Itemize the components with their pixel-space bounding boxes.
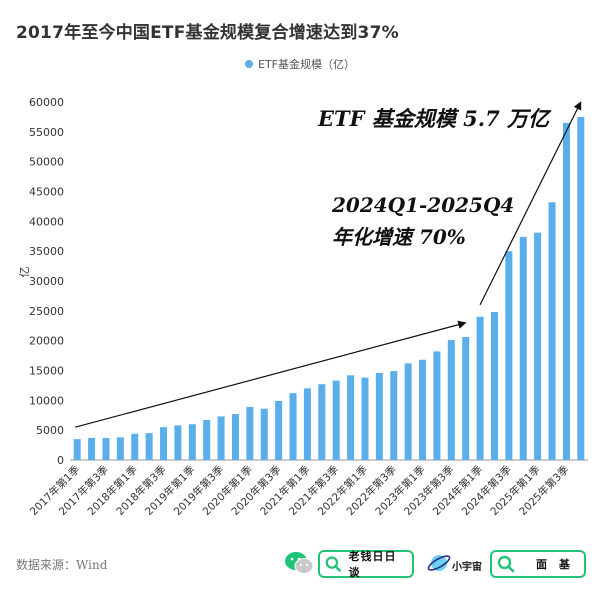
legend-label: ETF基金规模（亿） [258,58,355,71]
bar [505,251,513,460]
x-tick-label: 2021年第3季 [286,463,341,518]
x-tick-label: 2025年第3季 [516,463,571,518]
y-tick-label: 25000 [29,305,64,318]
x-tick-label: 2021年第1季 [257,463,312,518]
search-icon [497,555,515,573]
x-tick-label: 2017年第1季 [27,463,82,518]
trend-arrows [75,101,582,428]
bar [260,408,268,460]
bar [188,424,196,460]
bar [476,316,484,460]
bar [562,122,570,460]
bar [116,437,124,460]
badge-mianji-text: 面 基 [536,558,574,571]
bar [447,340,455,460]
x-tick-label: 2017年第3季 [56,463,111,518]
bar [131,433,139,460]
y-tick-label: 40000 [29,215,64,228]
chart-axes: 0 5000 10000 15000 20000 25000 30000 35000 40000… [18,96,588,467]
y-tick-label: 5000 [36,424,64,437]
data-source: 数据来源：Wind [16,558,108,572]
bar [203,420,211,460]
bar [404,363,412,460]
badge-mianji[interactable]: 面 基 [490,550,586,578]
y-tick-label: 10000 [29,394,64,407]
xiaoyuzhou-label: 小宇宙 [452,562,482,573]
chart-bars [73,116,585,461]
x-tick-label: 2022年第1季 [315,463,370,518]
bar [375,372,383,460]
bar [347,375,355,460]
bar [246,406,254,460]
x-tick-label: 2019年第3季 [171,463,226,518]
y-tick-label: 55000 [29,126,64,139]
x-tick-label: 2023年第1季 [373,463,428,518]
bar [419,359,427,460]
bar [318,384,326,460]
bar [390,371,398,460]
x-tick-label: 2018年第1季 [85,463,140,518]
y-tick-label: 35000 [29,245,64,258]
planet-icon [427,555,451,571]
x-tick-label: 2024年第3季 [459,463,514,518]
x-tick-label: 2020年第1季 [200,463,255,518]
y-axis-label: 亿 [18,267,31,278]
trend-arrow [479,101,582,306]
y-tick-label: 60000 [29,96,64,109]
bar [462,337,470,460]
badge-laoqian-text: 老钱日日谈 [348,550,397,579]
bar [275,400,283,460]
chart-title: 2017年至今中国ETF基金规模复合增速达到37% [16,23,399,43]
legend: ETF基金规模（亿） [0,56,600,72]
y-tick-label: 0 [57,454,64,467]
bar [433,351,441,460]
y-tick-label: 20000 [29,335,64,348]
bar [519,236,527,460]
x-tick-labels: 2017年第1季2017年第3季2018年第1季2018年第3季2019年第1季… [27,463,572,518]
x-tick-label: 2024年第1季 [430,463,485,518]
chart-annotation: ETF 基金规模 5.7 万亿 [317,106,552,131]
bar [490,312,498,460]
x-tick-label: 2020年第3季 [229,463,284,518]
chart-annotation: 2024Q1-2025Q4 [331,193,514,217]
y-tick-label: 15000 [29,365,64,378]
bar [145,433,153,460]
trend-arrow [75,320,467,428]
bar [88,437,96,460]
bar [548,202,556,461]
y-tick-label: 30000 [29,275,64,288]
x-tick-label: 2022年第3季 [344,463,399,518]
bar [102,437,110,460]
bar [231,414,239,460]
y-tick-label: 50000 [29,156,64,169]
bar [534,232,542,460]
bar [577,116,585,461]
x-tick-label: 2018年第3季 [114,463,169,518]
search-icon [325,556,341,572]
bar [217,416,225,460]
bar [289,393,297,460]
bar [303,388,311,460]
legend-swatch [245,60,253,68]
bar [73,439,81,460]
bar [160,427,168,460]
bar [174,425,182,460]
x-tick-label: 2023年第3季 [401,463,456,518]
chart-annotations: ETF 基金规模 5.7 万亿 2024Q1-2025Q4 年化增速 70% [317,106,552,249]
chart-annotation: 年化增速 70% [332,225,466,249]
bar [332,380,340,460]
x-tick-label: 2025年第1季 [488,463,543,518]
badge-laoqian[interactable]: 老钱日日谈 [318,550,414,579]
bar [361,377,369,460]
x-tick-label: 2019年第1季 [142,463,197,518]
y-tick-label: 45000 [29,186,64,199]
wechat-icon [285,552,314,574]
